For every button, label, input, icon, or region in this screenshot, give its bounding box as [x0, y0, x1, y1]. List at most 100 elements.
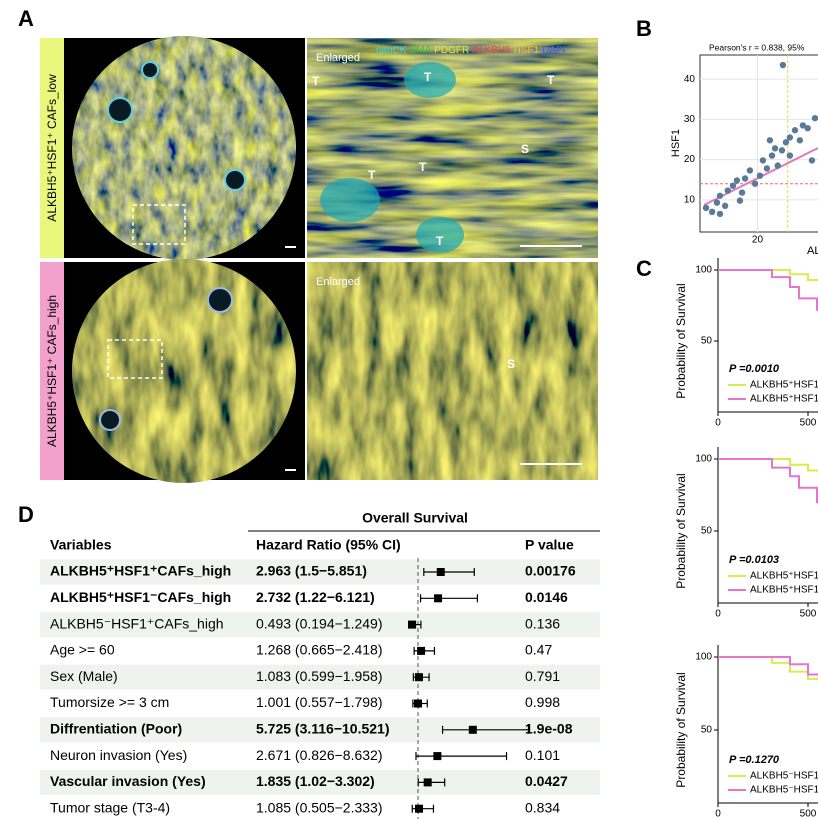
- panel-letter: B: [636, 16, 652, 41]
- hr-marker: [433, 752, 442, 761]
- zoom-box: [107, 339, 163, 379]
- point: [766, 137, 774, 144]
- variable: Tumor stage (T3-4): [50, 799, 170, 815]
- hazard-ratio: 1.085 (0.505−2.333): [256, 799, 383, 815]
- channel-name: DAPI: [542, 45, 565, 56]
- stroma-label: S: [521, 142, 529, 156]
- point: [808, 157, 816, 164]
- hazard-ratio: 1.083 (0.599−1.958): [256, 668, 383, 684]
- y-tick-label: 40: [684, 74, 696, 85]
- variable: Diffrentiation (Poor): [50, 721, 182, 737]
- hr-marker: [414, 804, 423, 813]
- group-title: Overall Survival: [362, 510, 468, 526]
- point: [751, 180, 759, 187]
- tumor-label: T: [419, 160, 427, 174]
- hazard-ratio: 0.493 (0.194−1.249): [256, 615, 383, 631]
- p-value: 0.00176: [525, 563, 576, 579]
- point: [716, 210, 724, 218]
- point: [804, 125, 811, 132]
- point: [791, 127, 799, 134]
- point: [799, 122, 807, 129]
- survival-curve: [718, 269, 818, 311]
- x-tick-label: 20: [752, 235, 764, 246]
- hr-marker: [468, 725, 477, 734]
- y-tick-label: 50: [701, 725, 713, 736]
- p-value: 0.0146: [525, 589, 568, 605]
- gland: [141, 61, 159, 79]
- variable: Tumorsize >= 3 cm: [50, 694, 169, 710]
- survival-curve: [718, 269, 818, 286]
- row-band: [40, 612, 600, 638]
- enlarged-image: [307, 262, 598, 480]
- tumor-nest: [320, 178, 380, 222]
- gland: [224, 169, 246, 191]
- x-axis-label: AL: [807, 245, 818, 257]
- variable: Age >= 60: [50, 642, 115, 658]
- p-value: P =0.0103: [729, 554, 779, 566]
- hr-marker: [414, 673, 423, 682]
- point: [759, 157, 767, 164]
- tissue-core: [72, 259, 296, 483]
- point: [786, 152, 794, 159]
- channel-name: HSF1: [514, 45, 540, 56]
- enlarged-label: Enlarged: [316, 52, 360, 64]
- column-header: Variables: [50, 537, 112, 553]
- plot-title: Pearson's r = 0.838, 95%: [709, 42, 805, 52]
- survival-curve: [718, 458, 818, 504]
- p-value: 0.0427: [525, 773, 568, 789]
- zoom-box: [132, 204, 186, 245]
- p-value: 0.136: [525, 615, 560, 631]
- y-tick-label: 20: [684, 154, 696, 165]
- point: [774, 162, 781, 169]
- legend-label: ALKBH5⁺HSF1: [750, 380, 818, 391]
- legend-label: ALKBH5⁺HSF1⁻: [750, 571, 818, 582]
- column-header: P value: [525, 537, 574, 553]
- hr-marker: [434, 594, 443, 603]
- point: [779, 61, 787, 69]
- y-tick-label: 100: [695, 652, 712, 663]
- legend-label: ALKBH5⁻HSF1⁺ CA: [750, 771, 818, 782]
- hr-marker: [423, 778, 432, 787]
- point: [763, 165, 771, 172]
- hazard-ratio: 1.268 (0.665−2.418): [256, 642, 383, 658]
- row-band: [40, 559, 600, 585]
- y-axis-label: HSF1: [670, 129, 682, 157]
- survival-curve: [718, 656, 818, 682]
- y-tick-label: 100: [695, 265, 712, 276]
- row-band: [40, 664, 600, 690]
- hazard-ratio: 2.732 (1.22−6.121): [256, 589, 375, 605]
- point: [716, 192, 724, 199]
- panel-letter: C: [636, 256, 652, 281]
- point: [796, 137, 804, 144]
- point: [741, 175, 749, 182]
- panel-letter: A: [18, 6, 34, 31]
- y-tick-label: 10: [684, 194, 696, 205]
- panel-d: Overall Survival Variables Hazard Ratio …: [40, 510, 600, 819]
- gland: [99, 409, 121, 431]
- tumor-label: T: [312, 74, 320, 88]
- hr-marker: [417, 646, 426, 655]
- x-tick-label: 500: [800, 418, 817, 429]
- point: [782, 139, 790, 146]
- hazard-ratio: 2.963 (1.5−5.851): [256, 563, 367, 579]
- p-value: 1.9e-08: [525, 721, 573, 737]
- panel-letter: D: [18, 502, 34, 527]
- point: [702, 204, 710, 212]
- point: [756, 172, 764, 179]
- channel-name: SMA: [410, 45, 432, 56]
- variable: Vascular invasion (Yes): [50, 773, 206, 789]
- variable: Neuron invasion (Yes): [50, 747, 187, 763]
- p-value: 0.791: [525, 668, 560, 684]
- x-tick-label: 0: [715, 418, 721, 429]
- p-value: P =0.0010: [729, 363, 780, 375]
- survival-curve: [718, 656, 818, 685]
- point: [771, 145, 779, 152]
- x-tick-label: 500: [800, 809, 817, 819]
- enlarged-label: Enlarged: [316, 276, 360, 288]
- p-value: 0.101: [525, 747, 560, 763]
- point: [738, 189, 746, 196]
- channel-name: ALKBH5: [472, 45, 511, 56]
- hr-marker: [436, 568, 445, 576]
